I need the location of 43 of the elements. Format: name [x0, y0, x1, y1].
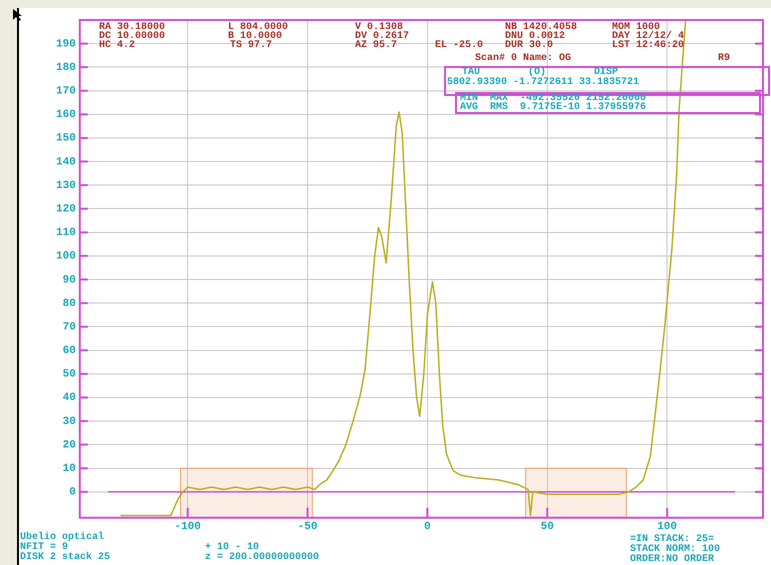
annotation: HC 4.2 [99, 40, 136, 51]
y-tick-label: 150 [56, 132, 76, 145]
y-tick-label: 160 [56, 109, 76, 122]
annotation: 5802.93390 -1.7272611 33.1835721 [447, 77, 640, 88]
y-tick-label: 30 [62, 416, 76, 428]
text: Ubelio optical [20, 532, 104, 543]
y-tick-label: 190 [56, 38, 76, 50]
annotation: AZ 95.7 [355, 40, 398, 51]
y-tick-label: 140 [56, 156, 76, 168]
annotation: EL -25.0 [435, 40, 484, 51]
y-tick-label: 100 [56, 250, 76, 263]
y-tick-label: 120 [56, 204, 76, 216]
annotation: AVG RMS 9.7175E-10 1.37955976 [460, 102, 646, 113]
x-tick-label: 0 [424, 521, 431, 534]
y-tick-label: 70 [62, 321, 76, 334]
y-tick-label: 60 [62, 345, 76, 358]
annotation: Scan# 0 Name: OG [475, 53, 572, 64]
text: + 10 - 10 [205, 542, 260, 553]
text: =IN STACK: 25= [630, 534, 714, 545]
y-tick-label: 10 [62, 463, 76, 476]
text: z = 200.00000000000 [205, 552, 320, 563]
y-tick-label: 180 [56, 62, 76, 74]
text: NFIT = 9 [20, 542, 68, 553]
x-tick-label: 100 [657, 521, 678, 534]
y-tick-label: 50 [62, 368, 76, 381]
y-tick-label: 80 [62, 298, 76, 310]
text: DISK 2 stack 25 [20, 552, 110, 563]
y-tick-label: 0 [69, 486, 76, 499]
annotation: TS 97.7 [230, 40, 272, 51]
annotation: R9 [718, 53, 730, 64]
x-tick-label: 50 [540, 521, 554, 534]
x-tick-label: -50 [298, 521, 318, 534]
y-tick-label: 170 [56, 86, 76, 98]
y-tick-label: 20 [62, 439, 76, 452]
y-tick-label: 90 [62, 274, 76, 286]
x-tick-label: -100 [174, 521, 201, 534]
y-tick-label: 40 [62, 392, 76, 404]
y-tick-label: 130 [56, 180, 76, 192]
y-tick-label: 110 [56, 227, 76, 240]
annotation: DUR 30.0 [505, 40, 554, 51]
annotation: TAU (O) DISP [462, 67, 618, 78]
text: STACK NORM: 100 [630, 544, 720, 555]
text: ORDER:NO ORDER [630, 554, 714, 565]
